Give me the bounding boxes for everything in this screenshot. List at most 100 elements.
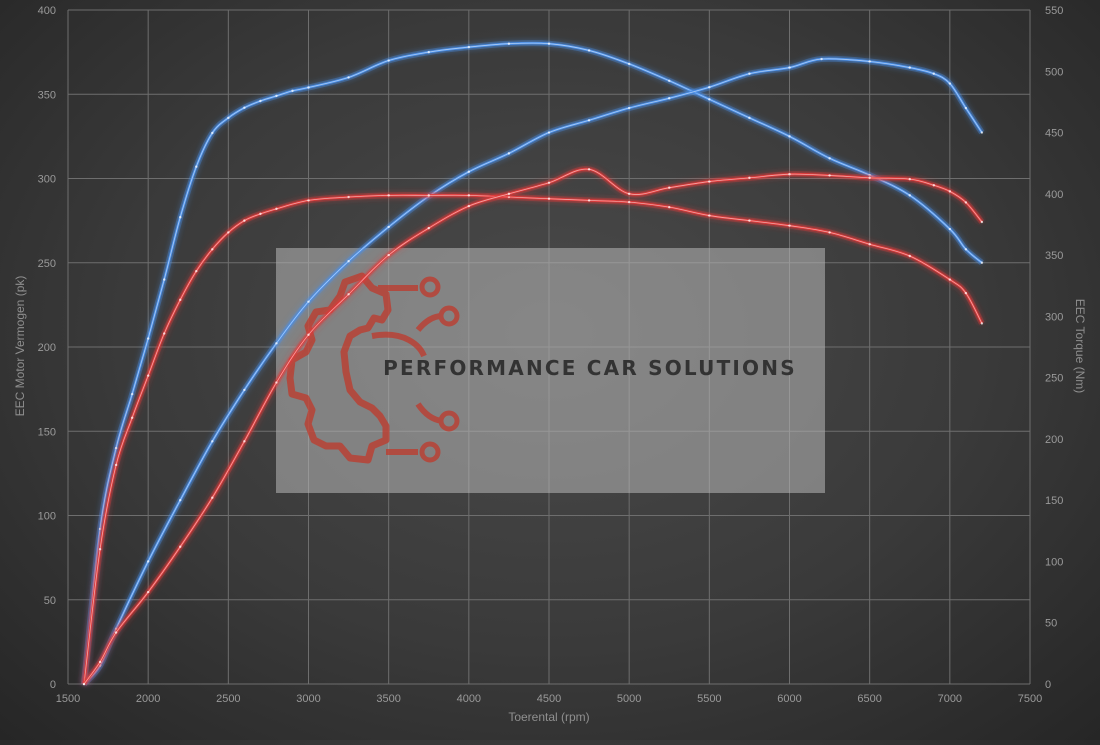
right-tick-label: 400 xyxy=(1045,189,1063,201)
data-point xyxy=(130,416,134,419)
left-tick-label: 0 xyxy=(50,679,56,691)
data-point xyxy=(587,168,591,171)
data-point xyxy=(307,199,310,202)
data-point xyxy=(948,278,952,281)
data-point xyxy=(387,225,390,229)
data-point xyxy=(668,205,671,209)
data-point xyxy=(347,76,350,79)
data-point xyxy=(146,590,150,594)
power-curve-0-highlight xyxy=(83,42,983,685)
data-point xyxy=(243,388,246,392)
series xyxy=(81,40,985,687)
right-tick-label: 100 xyxy=(1045,556,1063,568)
x-tick-label: 6500 xyxy=(857,693,881,705)
data-point xyxy=(243,219,246,222)
data-point xyxy=(82,682,86,686)
data-point xyxy=(908,254,911,258)
right-tick-label: 200 xyxy=(1045,434,1063,446)
data-point xyxy=(820,57,823,61)
data-point xyxy=(146,560,150,563)
data-point xyxy=(507,42,511,45)
x-tick-label: 2500 xyxy=(216,693,240,705)
data-point xyxy=(427,226,430,230)
x-tick-label: 2000 xyxy=(136,693,160,705)
data-point xyxy=(748,176,751,180)
data-point xyxy=(114,631,118,634)
data-point xyxy=(788,224,791,227)
data-point xyxy=(627,106,631,110)
data-point xyxy=(146,374,150,377)
left-tick-label: 400 xyxy=(38,5,56,17)
data-point xyxy=(547,197,551,200)
data-point xyxy=(427,194,430,197)
data-point xyxy=(146,337,150,340)
data-point xyxy=(627,192,631,196)
data-point xyxy=(179,216,182,219)
data-point xyxy=(307,300,310,303)
x-tick-label: 7500 xyxy=(1018,693,1042,705)
right-tick-label: 0 xyxy=(1045,679,1051,691)
data-point xyxy=(163,332,166,335)
x-tick-label: 7000 xyxy=(938,693,962,705)
data-point xyxy=(227,116,230,120)
data-point xyxy=(868,243,871,246)
data-point xyxy=(130,392,134,396)
left-tick-label: 250 xyxy=(38,258,56,270)
right-tick-label: 50 xyxy=(1045,618,1057,630)
data-point xyxy=(347,260,350,263)
right-tick-label: 300 xyxy=(1045,311,1063,323)
data-point xyxy=(114,463,118,467)
right-tick-label: 550 xyxy=(1045,5,1063,17)
data-point xyxy=(243,440,246,443)
data-point xyxy=(227,231,230,234)
torque-curve-3-highlight xyxy=(83,168,983,685)
data-point xyxy=(932,184,935,187)
data-point xyxy=(980,131,984,134)
left-axis-title: EEC Motor Vermogen (pk) xyxy=(13,276,27,417)
data-point xyxy=(828,174,831,177)
data-point xyxy=(868,60,871,63)
data-point xyxy=(964,248,968,251)
data-point xyxy=(587,199,591,202)
data-point xyxy=(275,342,278,345)
data-point xyxy=(908,177,911,181)
data-point xyxy=(291,89,294,93)
data-point xyxy=(211,248,214,251)
data-point xyxy=(347,293,350,296)
right-tick-label: 350 xyxy=(1045,250,1063,262)
data-point xyxy=(387,59,390,62)
torque-curve-1-highlight xyxy=(83,58,983,685)
data-point xyxy=(828,231,831,234)
data-point xyxy=(788,66,791,69)
data-point xyxy=(547,181,551,184)
data-point xyxy=(748,219,751,222)
data-point xyxy=(708,86,711,89)
left-tick-label: 100 xyxy=(38,511,56,523)
data-point xyxy=(507,192,511,196)
data-point xyxy=(980,261,984,264)
data-point xyxy=(243,106,246,109)
data-point xyxy=(259,212,262,216)
data-point xyxy=(259,99,262,103)
data-point xyxy=(708,180,711,183)
data-point xyxy=(195,165,198,168)
data-point xyxy=(547,131,551,134)
x-tick-label: 5000 xyxy=(617,693,641,705)
data-point xyxy=(668,97,671,100)
data-point xyxy=(627,62,631,66)
right-tick-label: 450 xyxy=(1045,128,1063,140)
data-point xyxy=(948,227,952,231)
right-tick-label: 250 xyxy=(1045,373,1063,385)
data-point xyxy=(908,194,911,197)
data-point xyxy=(211,496,214,499)
left-tick-label: 300 xyxy=(38,174,56,186)
data-point xyxy=(708,214,711,217)
left-tick-label: 150 xyxy=(38,426,56,438)
data-point xyxy=(964,106,968,110)
data-point xyxy=(427,50,430,54)
data-point xyxy=(179,298,182,302)
data-point xyxy=(347,195,350,199)
data-point xyxy=(467,45,471,49)
data-point xyxy=(668,79,671,82)
